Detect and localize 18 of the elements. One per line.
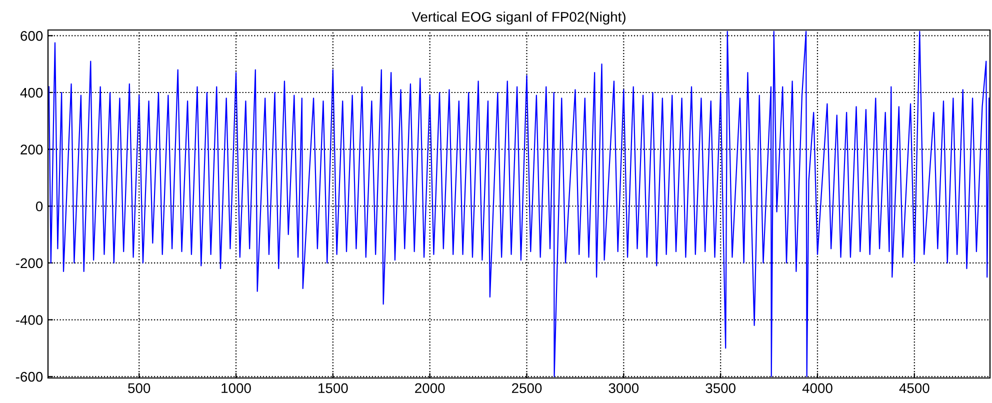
y-tick-label: 600 <box>20 31 43 41</box>
x-tick-label: 2500 <box>512 383 542 394</box>
x-tick-label: 500 <box>128 383 150 394</box>
x-tick-label: 4500 <box>899 383 930 394</box>
x-tick-label: 1500 <box>318 383 348 394</box>
y-tick-label: 200 <box>20 144 43 154</box>
chart-title: Vertical EOG siganl of FP02(Night) <box>412 12 626 25</box>
y-tick-label: 400 <box>20 88 43 98</box>
x-tick-label: 3500 <box>706 383 736 394</box>
x-tick-label: 3000 <box>608 383 639 394</box>
y-tick-label: -200 <box>16 258 43 268</box>
y-tick-label: -400 <box>16 315 43 325</box>
line-series <box>48 30 990 378</box>
y-tick-label: 0 <box>36 201 43 212</box>
x-tick-label: 4000 <box>802 383 832 394</box>
x-tick-label: 1000 <box>222 383 251 394</box>
y-tick-label: -600 <box>16 372 43 382</box>
x-tick-label: 2000 <box>415 383 445 394</box>
